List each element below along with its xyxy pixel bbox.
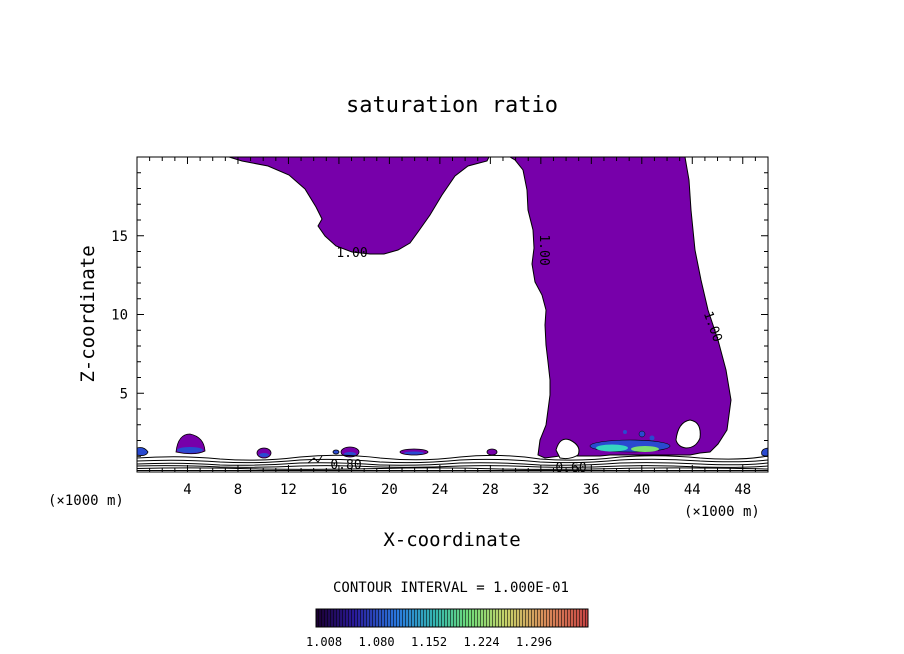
axis-ticks: [137, 157, 768, 472]
x-tick-label: 8: [234, 482, 242, 498]
colorbar-tick-label: 1.296: [516, 635, 552, 649]
x-tick-label: 40: [633, 482, 650, 498]
x-tick-label: 48: [734, 482, 751, 498]
colorbar: [315, 608, 589, 628]
chart-title: saturation ratio: [346, 93, 558, 118]
colorbar-tick-label: 1.152: [411, 635, 447, 649]
x-tick-label: 32: [532, 482, 549, 498]
contour-hole-2: [675, 419, 701, 449]
contour-label-0-80: 0.80: [330, 458, 361, 473]
surface-contour-lines: [137, 454, 768, 471]
colorbar-tick-label: 1.008: [306, 635, 342, 649]
x-unit-label-left: (×1000 m): [48, 493, 124, 509]
supersaturation-patch-green: [631, 446, 659, 452]
contour-region-right-column: [509, 157, 732, 459]
x-axis-label: X-coordinate: [383, 529, 520, 551]
y-tick-label: 15: [111, 229, 128, 245]
x-unit-label-right: (×1000 m): [684, 504, 760, 520]
y-axis-label: Z-coordinate: [77, 245, 99, 382]
colorbar-tick-label: 1.080: [358, 635, 394, 649]
x-tick-label: 12: [280, 482, 297, 498]
x-tick-label: 20: [381, 482, 398, 498]
contour-label-0-60: 0.60: [555, 461, 586, 476]
y-tick-label: 5: [120, 386, 128, 402]
contour-region-upper-left: [228, 157, 490, 255]
x-tick-label: 16: [330, 482, 347, 498]
x-tick-label: 28: [482, 482, 499, 498]
x-tick-label: 24: [431, 482, 448, 498]
low-level-blobs: [137, 433, 768, 459]
contour-interval: CONTOUR INTERVAL = 1.000E-01: [333, 580, 569, 596]
x-tick-label: 4: [183, 482, 191, 498]
contour-label-upper: 1.00: [336, 246, 367, 261]
contour-label-column-left: 1.00: [536, 234, 551, 265]
supersaturation-patch-cyan: [596, 444, 628, 452]
colorbar-labels: 1.008 1.080 1.152 1.224 1.296: [306, 635, 552, 649]
plot-area: 1.00 1.00 1.00 0.80 0.60: [137, 157, 768, 476]
contour-hole-1: [555, 438, 580, 460]
colorbar-tick-label: 1.224: [463, 635, 499, 649]
x-tick-label: 36: [583, 482, 600, 498]
x-tick-label: 44: [684, 482, 701, 498]
y-tick-label: 10: [111, 308, 128, 324]
